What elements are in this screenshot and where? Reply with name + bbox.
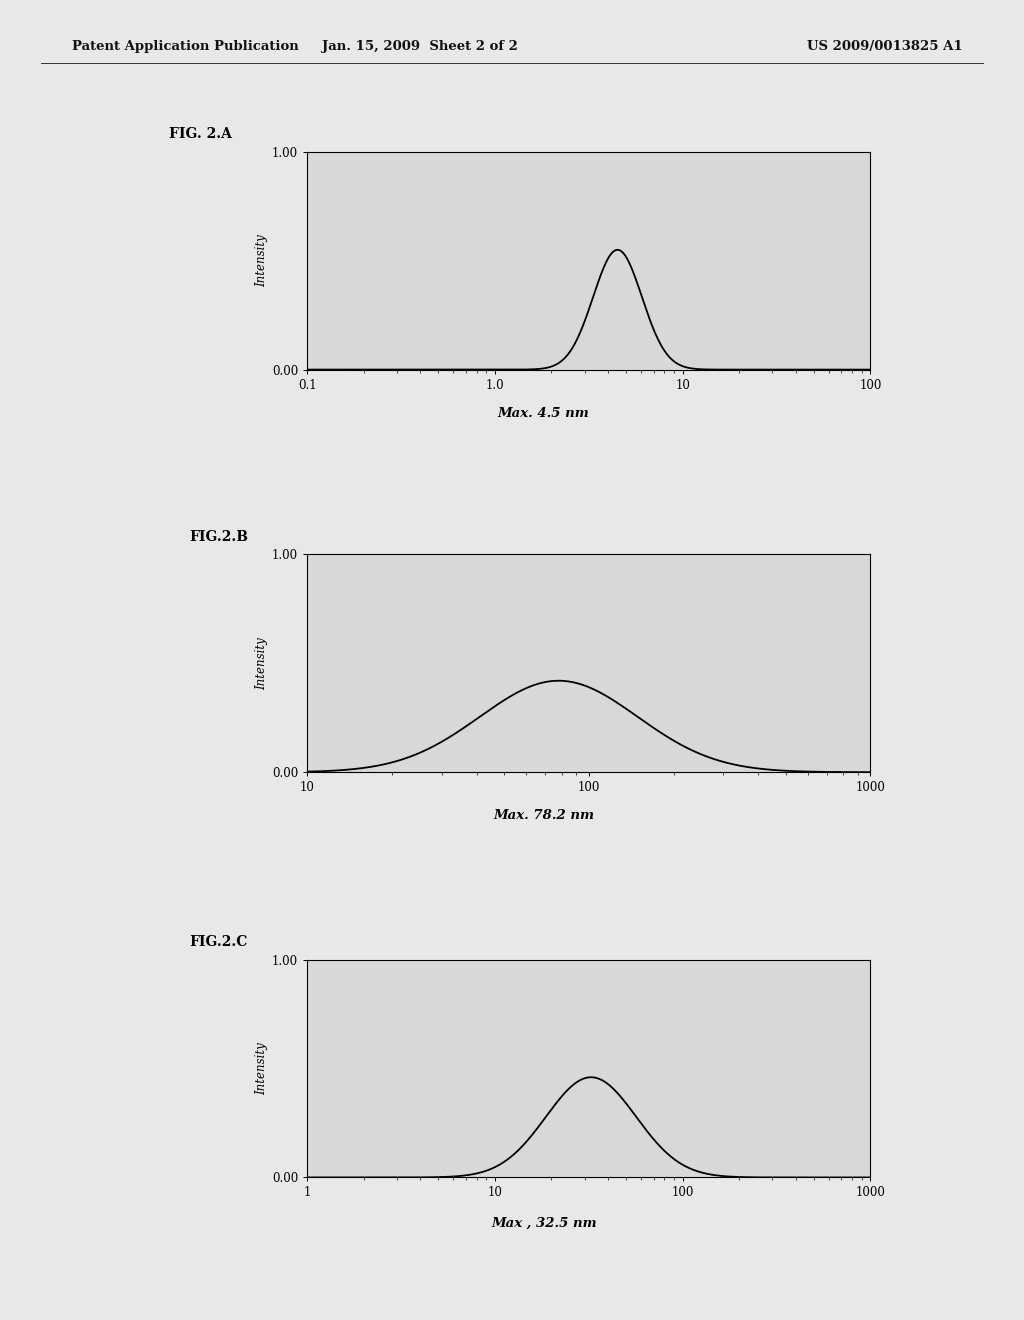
Text: Max , 32.5 nm: Max , 32.5 nm — [490, 1217, 597, 1230]
Y-axis label: Intensity: Intensity — [255, 1043, 267, 1094]
Text: FIG.2.C: FIG.2.C — [189, 935, 248, 949]
Text: Patent Application Publication: Patent Application Publication — [72, 40, 298, 53]
Text: Max. 4.5 nm: Max. 4.5 nm — [498, 407, 590, 420]
Y-axis label: Intensity: Intensity — [255, 235, 267, 286]
Text: Max. 78.2 nm: Max. 78.2 nm — [494, 809, 594, 822]
Text: FIG. 2.A: FIG. 2.A — [169, 127, 231, 141]
Text: US 2009/0013825 A1: US 2009/0013825 A1 — [807, 40, 963, 53]
Text: FIG.2.B: FIG.2.B — [189, 529, 249, 544]
Y-axis label: Intensity: Intensity — [255, 638, 267, 689]
Text: Jan. 15, 2009  Sheet 2 of 2: Jan. 15, 2009 Sheet 2 of 2 — [322, 40, 518, 53]
